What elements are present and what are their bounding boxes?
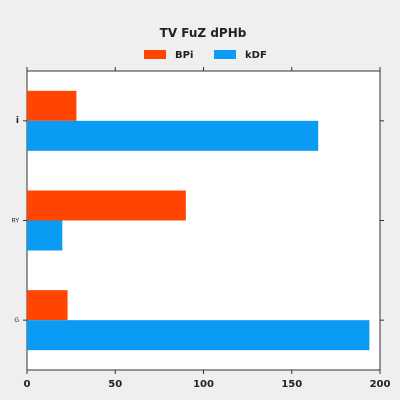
bar-kDF-G [27, 320, 370, 351]
x-tick-label: 100 [193, 379, 214, 390]
bar-kDF-RY [27, 220, 63, 251]
bar-kDF-i [27, 120, 319, 151]
legend: BPi kDF [144, 50, 267, 61]
y-tick-label: i [16, 116, 19, 126]
x-tick-label: 200 [370, 379, 391, 390]
bar-BPi-G [27, 290, 68, 321]
bar-BPi-i [27, 90, 77, 121]
x-tick-label: 0 [24, 379, 31, 390]
legend-swatch-BPi [144, 50, 166, 59]
x-axis: 0 50 100 150 200 [24, 67, 391, 390]
legend-label-kDF: kDF [245, 50, 267, 61]
x-tick-label: 150 [281, 379, 302, 390]
legend-label-BPi: BPi [175, 50, 193, 61]
y-tick-label: G [14, 317, 19, 324]
chart-title: TV FuZ dPHb [160, 26, 247, 40]
x-tick-label: 50 [108, 379, 122, 390]
bar-BPi-RY [27, 190, 186, 221]
y-axis: G RY i [12, 116, 384, 324]
legend-swatch-kDF [214, 50, 236, 59]
y-tick-label: RY [12, 218, 20, 225]
bars [27, 90, 370, 351]
